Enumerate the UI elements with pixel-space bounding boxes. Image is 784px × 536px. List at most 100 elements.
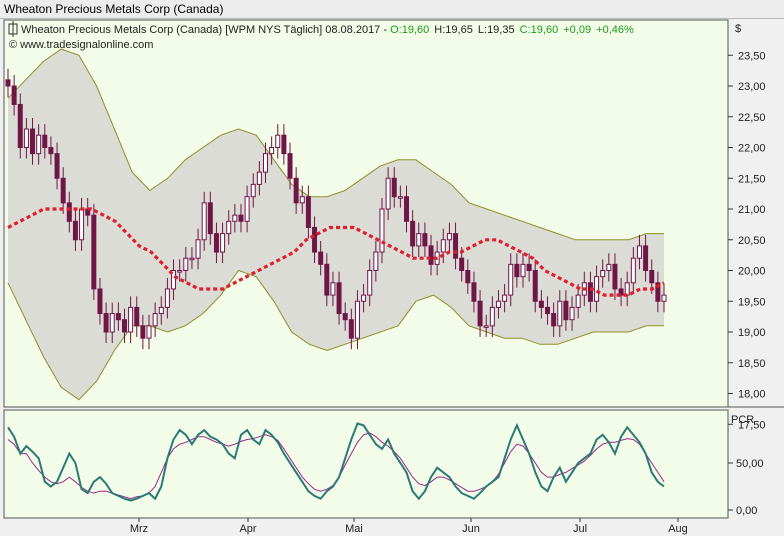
candle-body	[587, 282, 593, 302]
candle-body	[649, 270, 655, 284]
candle-body	[618, 288, 624, 296]
candle-body	[446, 233, 452, 241]
candle-body	[146, 325, 152, 339]
candle-body	[60, 177, 66, 204]
candle-body	[404, 196, 410, 222]
time-axis: Mrz Apr Mai Jun Jul Aug	[130, 518, 688, 535]
header-high: H:19,65	[434, 24, 473, 36]
pcr-main-line	[7, 422, 665, 502]
band-lower-line	[7, 269, 664, 401]
candle-body	[79, 208, 85, 241]
candle-body	[299, 196, 305, 204]
candle-body	[164, 288, 170, 308]
candle-body	[250, 183, 256, 198]
bollinger-band	[7, 48, 664, 401]
candle-body	[348, 319, 354, 339]
window-title-bar: Wheaton Precious Metals Corp (Canada)	[0, 0, 784, 19]
candle-body	[545, 306, 551, 315]
candle-body	[134, 306, 140, 327]
candle-body	[189, 257, 195, 261]
candle-body	[305, 196, 311, 228]
price-tick-label: 20,00	[738, 266, 766, 278]
candle-body	[538, 300, 544, 308]
candle-body	[244, 196, 250, 222]
price-tick-label: 18,50	[738, 358, 766, 370]
header-low: L:19,35	[478, 24, 515, 36]
candle-body	[643, 245, 649, 271]
candlesticks	[5, 68, 667, 350]
price-tick-label: 22,00	[738, 143, 766, 155]
band-upper-line	[7, 48, 664, 241]
candle-body	[471, 282, 477, 302]
candle-body	[97, 288, 103, 315]
candle-body	[91, 214, 97, 290]
candle-body	[11, 85, 17, 105]
time-tick-label: Jul	[573, 523, 587, 535]
candle-body	[459, 257, 465, 272]
candle-body	[336, 282, 342, 315]
header-change-pct: +0,46%	[596, 24, 634, 36]
candle-body	[232, 214, 238, 222]
svg-text:Wheaton Precious Metals Corp: Wheaton Precious Metals Corp (Canada) [W…	[21, 24, 634, 36]
candle-body	[624, 282, 630, 296]
time-tick-label: Aug	[668, 523, 688, 535]
candle-body	[606, 263, 612, 272]
candle-body	[557, 300, 563, 327]
candle-body	[440, 239, 446, 253]
candle-body	[379, 208, 385, 253]
candle-body	[397, 196, 403, 199]
candle-body	[354, 300, 360, 339]
candle-body	[281, 134, 287, 155]
header-instrument: Wheaton Precious Metals Corp (Canada) [W…	[21, 24, 387, 36]
candle-body	[213, 233, 219, 253]
candle-body	[121, 319, 127, 333]
candle-body	[551, 313, 557, 327]
time-tick-label: Jun	[462, 523, 480, 535]
candle-body	[30, 128, 36, 155]
candle-body	[630, 257, 636, 284]
candle-body	[563, 300, 569, 321]
candle-body	[140, 325, 146, 339]
candle-body	[483, 325, 489, 328]
candle-body	[256, 171, 262, 185]
candle-body	[508, 263, 514, 296]
header-change: +0,09	[563, 24, 591, 36]
candle-body	[594, 276, 600, 302]
candle-body	[201, 202, 207, 241]
pcr-axis: 0,00 50,00	[728, 458, 764, 517]
candle-body	[391, 177, 397, 198]
candle-body	[361, 294, 367, 302]
candle-body	[373, 251, 379, 272]
candle-body	[410, 220, 416, 247]
pcr-plot-background	[3, 409, 729, 519]
candle-body	[17, 103, 23, 148]
candle-body	[367, 270, 373, 296]
price-tick-label: 22,50	[738, 112, 766, 124]
candle-body	[465, 270, 471, 284]
ma-path	[7, 207, 665, 297]
candle-body	[287, 153, 293, 179]
candle-body	[477, 300, 483, 327]
candle-body	[23, 128, 29, 149]
moving-average-line	[7, 207, 665, 297]
chart-area[interactable]: 17,50 18,00 18,50 19,00 19,50 20,00 20,50 21,00…	[0, 18, 784, 536]
currency-label: $	[735, 23, 741, 35]
time-tick-label: Mai	[345, 523, 363, 535]
candle-body	[385, 177, 391, 210]
candle-body	[115, 313, 121, 321]
pcr-tick-label: 50,00	[736, 458, 764, 470]
chart-header: Wheaton Precious Metals Corp (Canada) [W…	[8, 21, 634, 51]
price-tick-label: 23,50	[738, 50, 766, 62]
candle-body	[453, 233, 459, 259]
candle-body	[152, 313, 158, 327]
candle-body	[520, 263, 526, 278]
copyright-text: © www.tradesignalonline.com	[9, 39, 153, 51]
candle-body	[54, 153, 60, 179]
candle-body	[171, 270, 177, 290]
candle-body	[238, 214, 244, 222]
candle-body	[514, 263, 520, 278]
candle-body	[422, 233, 428, 247]
candle-body	[489, 306, 495, 327]
candle-body	[428, 245, 434, 265]
price-axis: 17,50 18,00 18,50 19,00 19,50 20,00 20,50 21,00…	[728, 50, 766, 431]
